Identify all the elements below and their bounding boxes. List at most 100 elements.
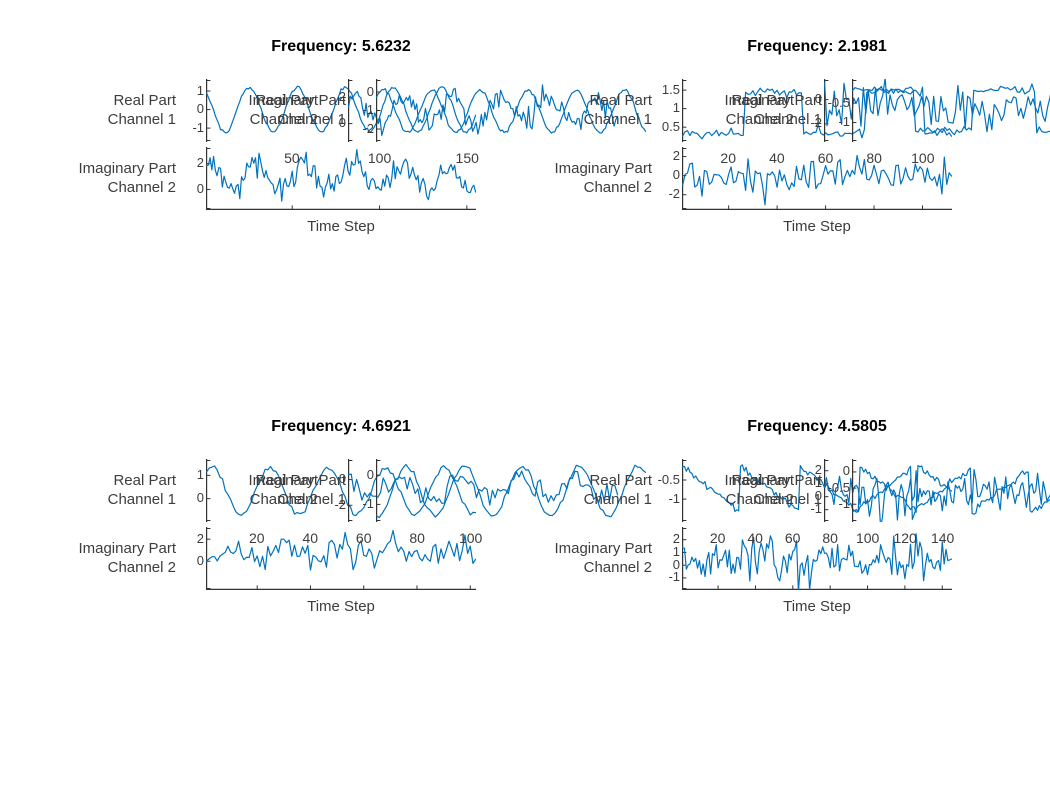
y-tick-label: 0 [338, 115, 346, 131]
y-axis-label-line: Channel 1 [753, 491, 822, 509]
signal-line [348, 83, 618, 136]
subplot-top-left: Frequency: 5.6232 Real Part Channel 1 1 0 -1… [36, 16, 646, 242]
y-axis-label-line: Channel 1 [753, 111, 822, 129]
trace-plot [348, 78, 618, 142]
x-tick-label: 20 [720, 149, 736, 166]
x-tick-label: 100 [911, 149, 935, 166]
signal-line [852, 82, 1050, 135]
trace-row-real-part-channel-2: Real Part Channel 2 0 -2 [178, 458, 618, 522]
y-tick-label: 2 [196, 530, 204, 546]
y-tick-label: 0 [814, 488, 822, 504]
signal-line [682, 154, 952, 205]
signal-line [206, 529, 476, 571]
x-tick-label: 80 [822, 529, 838, 546]
trace-row-imaginary-part-channel-1: Imaginary Part Channel 1 0 -1 -2 [206, 78, 646, 142]
trace-plot [682, 78, 952, 142]
y-tick-label: -1 [838, 114, 850, 130]
y-tick-label: 0 [366, 83, 374, 99]
y-axis-label-line: Channel 1 [277, 111, 346, 129]
x-tick-label: 60 [355, 529, 372, 546]
signal-line [682, 463, 952, 513]
y-axis-label: Real Part Channel 2 [178, 459, 320, 522]
trace-row-real-part-channel-1: Real Part Channel 1 1 0 -1 [36, 78, 476, 142]
y-axis-label-line: Real Part [113, 472, 176, 490]
y-tick-labels: 0 -0.5 -1 [824, 459, 852, 522]
y-tick-label: 0 [196, 490, 204, 506]
y-axis-label-line: Imaginary Part [554, 540, 652, 558]
trace-plot [206, 78, 476, 142]
y-axis-label-line: Real Part [589, 472, 652, 490]
y-tick-label: 1 [814, 475, 822, 491]
x-tick-labels: 20 40 60 80 100 120 140 [682, 527, 955, 547]
signal-line [852, 465, 1050, 520]
y-tick-label: -1 [668, 569, 680, 585]
y-axis-label-line: Imaginary Part [248, 92, 346, 110]
y-tick-label: 2 [196, 155, 204, 171]
trace-plot [376, 458, 646, 522]
y-axis-label-line: Channel 2 [249, 111, 318, 129]
y-tick-label: 2 [672, 148, 680, 164]
y-axis-label-line: Imaginary Part [724, 472, 822, 490]
y-tick-label: 0 [196, 180, 204, 196]
y-tick-label: 1.5 [661, 81, 680, 97]
y-tick-labels: 2 1 0 -1 [796, 459, 824, 522]
y-axis-label-line: Real Part [113, 92, 176, 110]
y-tick-labels: -0.5 -1 [654, 459, 682, 522]
y-axis-label-line: Imaginary Part [248, 472, 346, 490]
y-tick-label: -2 [810, 115, 822, 131]
y-tick-label: 2 [672, 531, 680, 547]
y-axis-label-line: Channel 2 [107, 559, 176, 577]
y-axis-label: Imaginary Part Channel 1 [206, 79, 348, 142]
trace-plot [824, 78, 1050, 142]
trace-plot [852, 78, 1050, 142]
signal-line [348, 469, 618, 506]
x-tick-label: 80 [866, 149, 882, 166]
x-tick-label: 100 [367, 149, 392, 166]
trace-row-real-part-channel-1: Real Part Channel 1 -0.5 -1 [512, 458, 952, 522]
x-tick-label: 120 [893, 529, 917, 546]
y-axis-label: Real Part Channel 1 [512, 459, 654, 522]
trace-row-imaginary-part-channel-2: Imaginary Part Channel 2 2 0 -2 [512, 146, 952, 210]
trace-plot [682, 526, 952, 590]
y-axis-label-line: Channel 1 [277, 491, 346, 509]
y-tick-labels: 0 -2 [320, 459, 348, 522]
trace-plot [348, 458, 618, 522]
y-axis-label: Imaginary Part Channel 2 [512, 527, 654, 590]
subplot-bottom-left: Frequency: 4.6921 Real Part Channel 1 1 0 Re… [36, 396, 646, 622]
signal-line [376, 87, 646, 134]
trace-row-imaginary-part-channel-1: Imaginary Part Channel 1 0 -1 [206, 458, 646, 522]
y-tick-label: 0 [842, 463, 850, 479]
y-tick-label: -2 [668, 186, 680, 202]
x-tick-label: 40 [302, 529, 319, 546]
x-tick-label: 140 [930, 529, 955, 546]
y-tick-label: 0 [672, 556, 680, 572]
x-tick-label: 20 [709, 529, 726, 546]
y-axis-label-line: Channel 1 [583, 111, 652, 129]
y-tick-label: 0 [196, 552, 204, 568]
trace-plot [824, 458, 1050, 522]
signal-line [682, 532, 952, 590]
signal-line [824, 468, 1050, 522]
y-axis-label-line: Imaginary Part [554, 160, 652, 178]
y-tick-label: -1 [810, 501, 822, 517]
y-tick-labels: 1.5 1 0.5 [654, 79, 682, 142]
x-tick-label: 100 [855, 529, 880, 546]
signal-line [682, 85, 952, 140]
x-axis-title: Time Step [307, 217, 375, 235]
subplot-bottom-right: Frequency: 4.5805 Real Part Channel 1 -0.5… [512, 396, 1050, 622]
subplot-title: Frequency: 2.1981 [747, 38, 887, 56]
trace-row-real-part-channel-2: Real Part Channel 2 0 -2 [654, 78, 1050, 142]
y-axis-label-line: Real Part [731, 92, 794, 110]
x-tick-label: 60 [817, 149, 834, 166]
y-tick-label: 2 [814, 462, 822, 478]
y-tick-label: -2 [334, 496, 346, 512]
signal-line [376, 463, 646, 518]
y-axis-label-line: Channel 2 [583, 179, 652, 197]
y-tick-labels: 2 0 -2 [654, 147, 682, 210]
subplot-title: Frequency: 5.6232 [271, 38, 411, 56]
x-tick-label: 100 [458, 529, 483, 546]
